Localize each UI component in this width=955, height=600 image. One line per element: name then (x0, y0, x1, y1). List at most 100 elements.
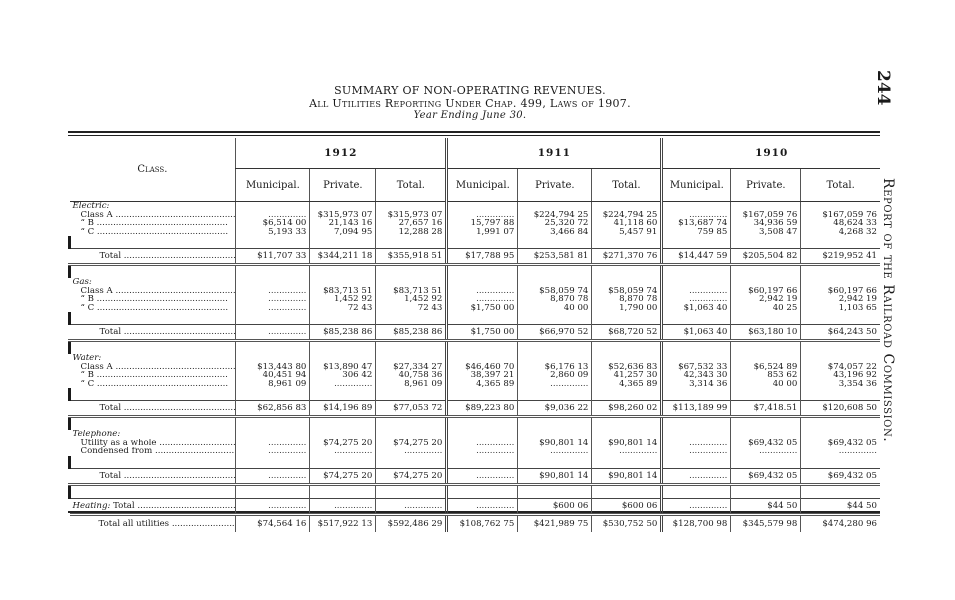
spacer-cell (375, 354, 447, 363)
value-cell: $69,432 05 (730, 438, 801, 447)
value-cell: $17,788 95 (445, 248, 518, 266)
empty-cell-leader: .............. (660, 497, 731, 516)
empty-cell-leader: .............. (660, 447, 731, 456)
spacer-row (67, 264, 880, 278)
spacer-cell (309, 264, 376, 278)
spacer-cell (235, 278, 310, 287)
class-header: Class. (69, 138, 236, 202)
value-cell: $13,443 80 (235, 362, 310, 371)
spacer-cell (591, 264, 662, 278)
value-cell: $58,059 74 (591, 286, 662, 295)
spacer-cell (800, 278, 880, 287)
value-cell: $44 50 (730, 497, 801, 516)
value-cell: $344,211 18 (309, 248, 376, 266)
column-header-1912-total: Total. (375, 168, 447, 202)
value-cell: $315,973 07 (375, 210, 447, 219)
empty-cell-leader: .............. (235, 210, 310, 219)
revenue-table: Class. 1912 1911 1910 Municipal. Private.… (67, 138, 880, 532)
table-row: Condensed from..........................… (70, 447, 880, 456)
row-label: “ B (80, 371, 94, 380)
value-cell: $83,713 51 (375, 286, 447, 295)
value-cell: 40 00 (730, 379, 801, 388)
value-cell: 8,961 09 (375, 379, 447, 388)
value-cell: 1,991 07 (445, 227, 518, 236)
spacer-cell (445, 340, 518, 354)
spacer-cell (800, 312, 880, 325)
total-label: Total (99, 251, 122, 261)
empty-cell-leader: .............. (445, 210, 518, 219)
spacer-cell (800, 264, 880, 278)
value-cell: $13,890 47 (309, 362, 376, 371)
value-cell: 41,118 60 (591, 219, 662, 228)
spacer-cell (375, 236, 447, 249)
section-heading-row: Telephone: (70, 430, 880, 439)
spacer-cell (235, 388, 310, 401)
value-cell: $74,275 20 (309, 438, 376, 447)
value-cell: $44 50 (800, 497, 880, 516)
value-cell: 12,288 28 (375, 227, 447, 236)
value-cell: $85,238 86 (309, 324, 376, 342)
spacer-cell (445, 201, 518, 211)
value-cell: $74,275 20 (375, 438, 447, 447)
value-cell: $224,794 25 (517, 210, 592, 219)
spacer-cell (730, 236, 801, 249)
empty-cell-leader: .............. (235, 303, 310, 312)
spacer-cell (660, 455, 731, 468)
empty-cell-leader: .............. (517, 379, 592, 388)
value-cell: $14,196 89 (309, 400, 376, 418)
spacer-cell (309, 340, 376, 354)
spacer-cell (517, 201, 592, 211)
value-cell: $13,687 74 (660, 219, 731, 228)
spacer-cell (445, 264, 518, 278)
empty-cell-leader: .............. (445, 438, 518, 447)
spacer-cell (445, 312, 518, 325)
spacer-cell (660, 264, 731, 278)
value-cell: $7,418.51 (730, 400, 801, 418)
spacer-cell (309, 278, 376, 287)
spacer-cell (235, 312, 310, 325)
value-cell: 853 62 (730, 371, 801, 380)
spacer-cell (235, 484, 310, 498)
spacer-cell (517, 264, 592, 278)
spacer-cell (730, 312, 801, 325)
empty-cell-leader: .............. (235, 324, 310, 342)
empty-cell-leader: .............. (235, 467, 310, 486)
spacer-row (67, 455, 880, 468)
value-cell: $63,180 10 (730, 324, 801, 342)
spacer-cell (375, 455, 447, 468)
table-row: Class A..............$83,713 51$83,713 5… (70, 286, 880, 295)
year-1910-header: 1910 (660, 138, 880, 169)
value-cell: $62,856 83 (235, 400, 310, 418)
value-cell: $1,063 40 (660, 324, 731, 342)
value-cell: 25,320 72 (517, 219, 592, 228)
heating-label: Heating: (72, 500, 111, 511)
spacer-cell (517, 455, 592, 468)
spacer-cell (660, 340, 731, 354)
empty-cell-leader: .............. (660, 438, 731, 447)
value-cell: $64,243 50 (800, 324, 880, 342)
spacer-cell (591, 312, 662, 325)
spacer-cell (730, 416, 801, 430)
value-cell: $113,189 99 (660, 400, 731, 418)
table-row: Class A $13,443 80$13,890 47$27,334 27$46… (70, 362, 880, 371)
spacer-cell (660, 278, 731, 287)
value-cell: $6,514 00 (235, 219, 310, 228)
spacer-cell (517, 312, 592, 325)
value-cell: 5,457 91 (591, 227, 662, 236)
value-cell: 4,365 89 (445, 379, 518, 388)
spacer-cell (660, 484, 731, 498)
spacer-cell (375, 201, 447, 211)
empty-cell-leader: .............. (660, 210, 731, 219)
value-cell: 21,143 16 (309, 219, 376, 228)
spacer-cell (591, 484, 662, 498)
spacer-cell (235, 430, 310, 439)
spacer-cell (800, 416, 880, 430)
spacer-cell (375, 388, 447, 401)
spacer-cell (591, 278, 662, 287)
value-cell: 2,942 19 (730, 295, 801, 304)
spacer-row (67, 388, 880, 401)
value-cell: 1,452 92 (309, 295, 376, 304)
empty-cell-leader: .............. (375, 497, 447, 516)
